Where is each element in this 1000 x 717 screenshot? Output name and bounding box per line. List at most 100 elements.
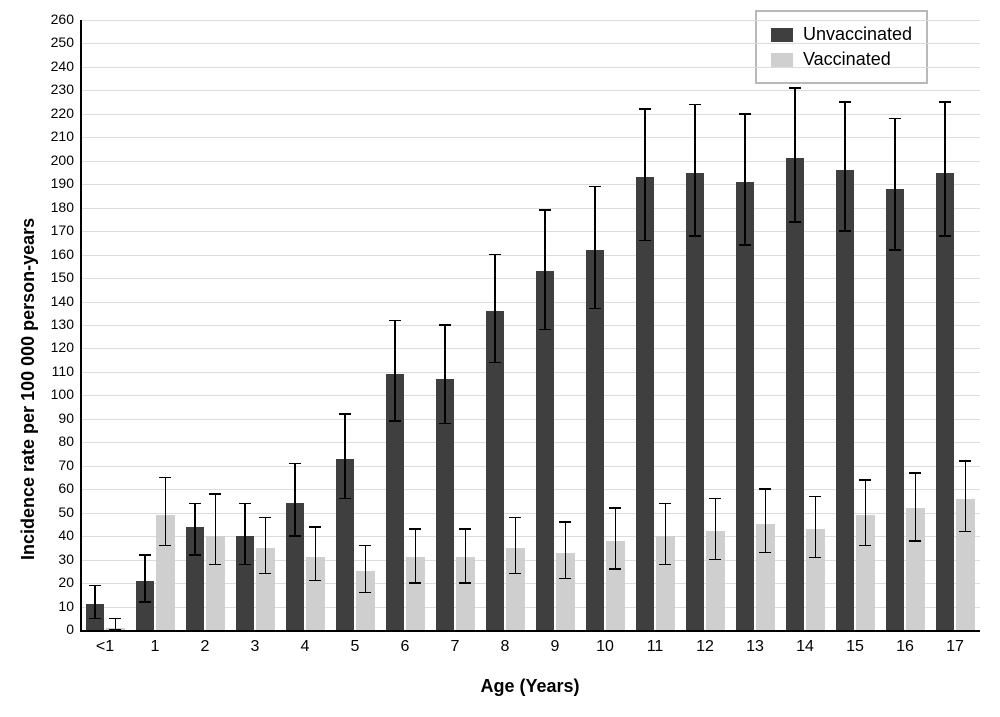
y-tick-label: 230: [36, 81, 74, 97]
errorbar-cap: [789, 221, 801, 223]
x-tick-label: 2: [201, 638, 210, 656]
errorbar-cap: [289, 463, 301, 465]
x-tick-label: 3: [251, 638, 260, 656]
x-tick-label: 16: [896, 638, 914, 656]
errorbar-cap: [459, 582, 471, 584]
errorbar-cap: [559, 578, 571, 580]
errorbar-cap: [509, 517, 521, 519]
errorbar-cap: [539, 329, 551, 331]
y-tick-label: 130: [36, 316, 74, 332]
errorbar: [115, 618, 117, 630]
errorbar-cap: [389, 420, 401, 422]
errorbar-cap: [759, 552, 771, 554]
bar-unvaccinated: [886, 189, 905, 630]
errorbar-cap: [959, 460, 971, 462]
errorbar-cap: [909, 472, 921, 474]
errorbar: [815, 496, 817, 557]
errorbar-cap: [859, 479, 871, 481]
errorbar-cap: [189, 554, 201, 556]
y-tick-label: 180: [36, 199, 74, 215]
gridline: [80, 43, 980, 44]
y-tick-label: 150: [36, 269, 74, 285]
errorbar: [744, 114, 746, 245]
errorbar-cap: [889, 249, 901, 251]
errorbar: [694, 104, 696, 235]
errorbar-cap: [609, 507, 621, 509]
errorbar: [394, 320, 396, 421]
errorbar-cap: [859, 545, 871, 547]
errorbar-cap: [259, 517, 271, 519]
errorbar: [915, 473, 917, 541]
y-tick-label: 210: [36, 128, 74, 144]
errorbar-cap: [559, 521, 571, 523]
errorbar-cap: [259, 573, 271, 575]
x-tick-label: 1: [151, 638, 160, 656]
errorbar-cap: [189, 503, 201, 505]
errorbar-cap: [439, 324, 451, 326]
x-tick-label: 5: [351, 638, 360, 656]
errorbar-cap: [359, 545, 371, 547]
errorbar-cap: [309, 526, 321, 528]
y-tick-label: 50: [36, 504, 74, 520]
y-tick-label: 40: [36, 527, 74, 543]
errorbar: [865, 480, 867, 546]
errorbar: [615, 508, 617, 569]
errorbar-cap: [789, 87, 801, 89]
errorbar-cap: [359, 592, 371, 594]
errorbar-cap: [89, 618, 101, 620]
x-tick-label: 11: [647, 638, 664, 656]
errorbar-cap: [689, 235, 701, 237]
errorbar-cap: [809, 557, 821, 559]
errorbar-cap: [139, 601, 151, 603]
x-tick-label: 14: [796, 638, 814, 656]
errorbar-cap: [509, 573, 521, 575]
y-tick-label: 140: [36, 293, 74, 309]
errorbar-cap: [459, 528, 471, 530]
y-tick-label: 190: [36, 175, 74, 191]
errorbar-cap: [639, 108, 651, 110]
errorbar-cap: [489, 362, 501, 364]
errorbar-cap: [89, 585, 101, 587]
errorbar: [244, 503, 246, 564]
errorbar: [94, 585, 96, 618]
x-tick-label: <1: [96, 638, 114, 656]
errorbar: [144, 555, 146, 602]
errorbar-cap: [689, 104, 701, 106]
y-tick-label: 70: [36, 457, 74, 473]
y-tick-label: 240: [36, 58, 74, 74]
errorbar: [465, 529, 467, 583]
y-tick-label: 20: [36, 574, 74, 590]
errorbar: [215, 494, 217, 564]
errorbar-cap: [409, 528, 421, 530]
errorbar: [894, 119, 896, 250]
y-tick-label: 250: [36, 34, 74, 50]
errorbar: [565, 522, 567, 578]
errorbar-cap: [809, 496, 821, 498]
x-tick-label: 15: [846, 638, 864, 656]
errorbar: [715, 499, 717, 560]
errorbar-cap: [439, 423, 451, 425]
errorbar-cap: [709, 498, 721, 500]
errorbar: [944, 102, 946, 236]
x-axis-line: [80, 630, 980, 632]
bar-unvaccinated: [686, 173, 705, 631]
errorbar: [794, 88, 796, 222]
errorbar-cap: [159, 477, 171, 479]
y-tick-label: 30: [36, 551, 74, 567]
errorbar-cap: [339, 498, 351, 500]
errorbar-cap: [339, 413, 351, 415]
y-tick-label: 60: [36, 480, 74, 496]
errorbar-cap: [839, 101, 851, 103]
x-tick-label: 4: [301, 638, 310, 656]
bar-unvaccinated: [786, 158, 805, 630]
errorbar-cap: [959, 531, 971, 533]
errorbar: [494, 255, 496, 363]
errorbar: [415, 529, 417, 583]
errorbar: [265, 517, 267, 573]
y-tick-label: 0: [36, 621, 74, 637]
errorbar-cap: [389, 320, 401, 322]
y-axis-line: [80, 20, 82, 630]
y-tick-label: 100: [36, 386, 74, 402]
errorbar: [194, 503, 196, 555]
y-tick-label: 10: [36, 598, 74, 614]
